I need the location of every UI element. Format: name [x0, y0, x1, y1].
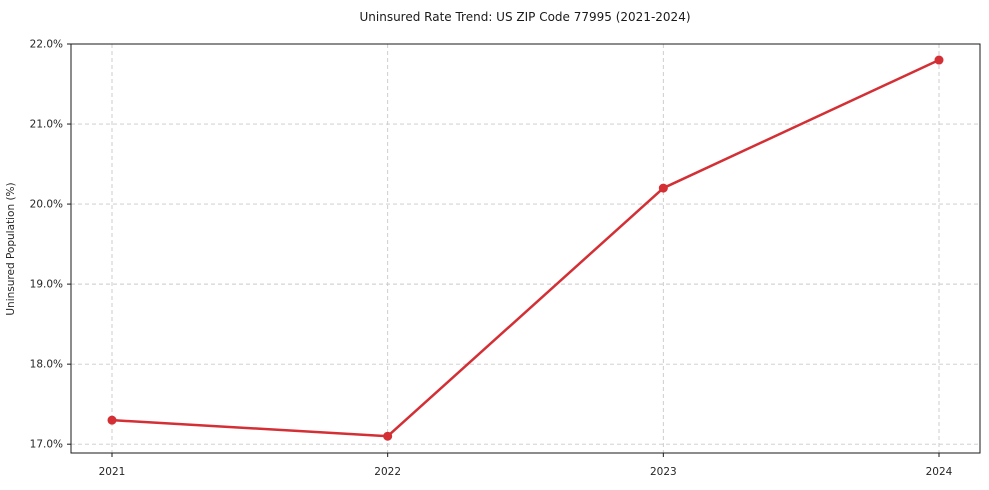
y-tick-label: 20.0%: [30, 199, 63, 211]
x-tick-label: 2021: [99, 466, 126, 478]
y-tick-label: 19.0%: [30, 279, 63, 291]
data-point-marker-2023: [658, 183, 668, 193]
data-point-marker-2024: [934, 55, 944, 65]
trend-line: [110, 58, 941, 438]
y-tick-label: 17.0%: [30, 439, 63, 451]
y-tick-label: 18.0%: [30, 359, 63, 371]
axis-frame: [70, 43, 981, 454]
data-point-marker-2021: [107, 415, 117, 425]
x-tick-label: 2022: [374, 466, 401, 478]
data-point-marker-2022: [383, 431, 393, 441]
x-tick-label: 2023: [650, 466, 677, 478]
y-tick-label: 21.0%: [30, 119, 63, 131]
x-tick-label: 2024: [926, 466, 953, 478]
chart-title: Uninsured Rate Trend: US ZIP Code 77995 …: [359, 10, 690, 24]
y-tick-label: 22.0%: [30, 39, 63, 51]
y-axis-label: Uninsured Population (%): [5, 182, 17, 315]
